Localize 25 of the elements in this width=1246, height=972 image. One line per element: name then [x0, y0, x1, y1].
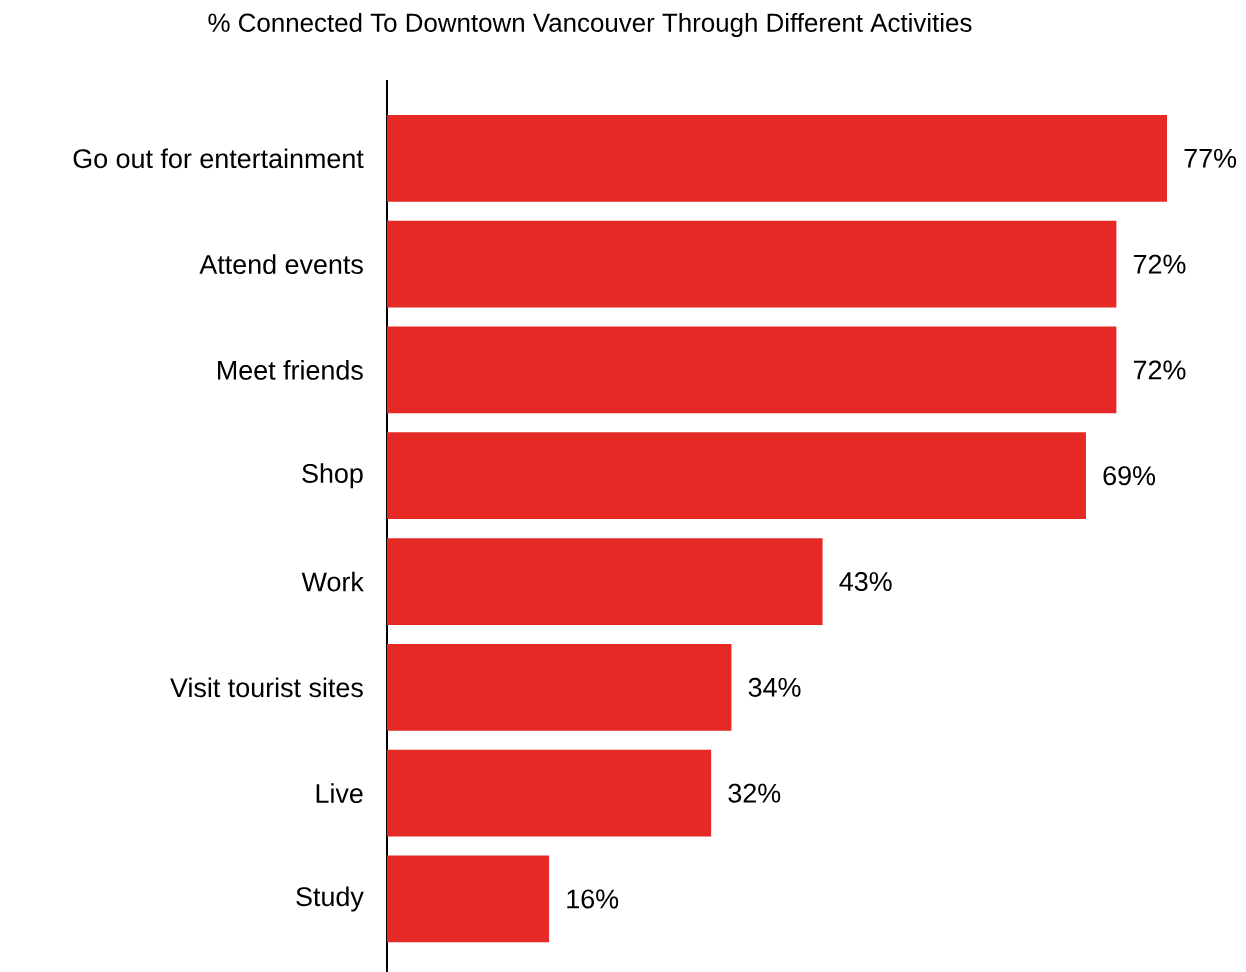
data-label: 69% — [1103, 466, 1156, 486]
bar — [387, 538, 823, 625]
data-label: 43% — [839, 572, 892, 592]
data-label: 72% — [1133, 254, 1186, 274]
bar — [387, 855, 550, 943]
bar — [387, 114, 1168, 202]
y-tick-label: Attend events — [199, 254, 363, 274]
data-label: 77% — [1184, 148, 1237, 168]
bar — [387, 220, 1117, 308]
y-tick-label: Shop — [302, 463, 363, 489]
bar — [387, 326, 1117, 414]
y-tick-label: Visit tourist sites — [170, 677, 363, 698]
bar — [387, 432, 1086, 520]
data-label: 34% — [748, 677, 801, 697]
chart-title: % Connected To Downtown Vancouver Through Different Activities — [208, 12, 972, 38]
y-tick-label: Study — [296, 886, 364, 912]
data-label: 16% — [567, 889, 619, 909]
bar — [387, 643, 732, 731]
y-tick-label: Go out for entertainment — [73, 148, 364, 169]
y-tick-label: Work — [301, 571, 364, 592]
data-label: 32% — [728, 783, 781, 803]
y-tick-label: Meet friends — [218, 360, 363, 380]
y-tick-label: Live — [316, 783, 363, 804]
bar — [387, 749, 712, 837]
data-label: 72% — [1133, 360, 1186, 380]
